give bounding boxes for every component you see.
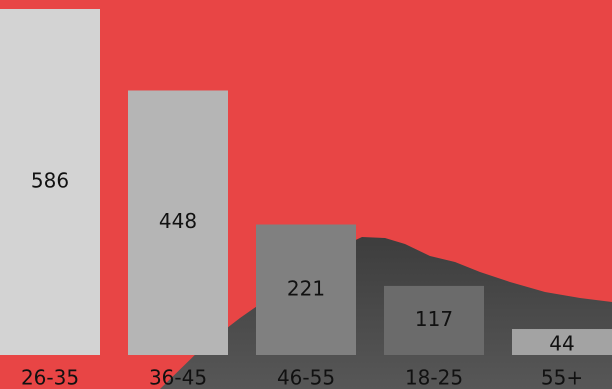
value-label: 586 — [31, 169, 69, 193]
bar — [0, 9, 100, 355]
value-label: 44 — [549, 332, 574, 356]
value-label: 448 — [159, 209, 197, 233]
x-tick-label: 26-35 — [21, 366, 79, 389]
bar — [256, 224, 356, 355]
value-label: 221 — [287, 276, 325, 300]
value-label: 117 — [415, 307, 453, 331]
x-tick-label: 18-25 — [405, 366, 463, 389]
plot-area: 586 26-35 448 36-45 221 46-55 117 18-25 44 55+ — [0, 9, 612, 389]
x-tick-label: 55+ — [541, 366, 583, 389]
x-tick-label: 36-45 — [149, 366, 207, 389]
bar — [512, 329, 612, 355]
bar — [384, 285, 484, 355]
bar — [128, 90, 228, 355]
x-tick-label: 46-55 — [277, 366, 335, 389]
